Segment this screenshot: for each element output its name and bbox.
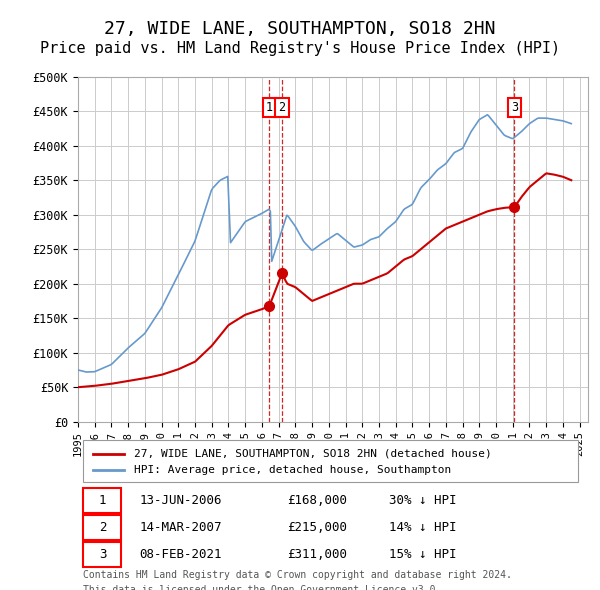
- Text: 2: 2: [278, 101, 286, 114]
- Text: Contains HM Land Registry data © Crown copyright and database right 2024.: Contains HM Land Registry data © Crown c…: [83, 570, 512, 580]
- Text: This data is licensed under the Open Government Licence v3.0.: This data is licensed under the Open Gov…: [83, 585, 442, 590]
- Text: 1: 1: [266, 101, 273, 114]
- Text: £215,000: £215,000: [287, 520, 347, 533]
- Text: 14-MAR-2007: 14-MAR-2007: [139, 520, 222, 533]
- FancyBboxPatch shape: [83, 488, 121, 513]
- Text: £168,000: £168,000: [287, 494, 347, 507]
- Text: 15% ↓ HPI: 15% ↓ HPI: [389, 548, 457, 560]
- Text: 27, WIDE LANE, SOUTHAMPTON, SO18 2HN: 27, WIDE LANE, SOUTHAMPTON, SO18 2HN: [104, 21, 496, 38]
- Text: 2: 2: [99, 520, 106, 533]
- Text: Price paid vs. HM Land Registry's House Price Index (HPI): Price paid vs. HM Land Registry's House …: [40, 41, 560, 56]
- Text: 14% ↓ HPI: 14% ↓ HPI: [389, 520, 457, 533]
- FancyBboxPatch shape: [83, 542, 121, 567]
- Text: HPI: Average price, detached house, Southampton: HPI: Average price, detached house, Sout…: [134, 465, 451, 475]
- FancyBboxPatch shape: [83, 515, 121, 540]
- Text: 30% ↓ HPI: 30% ↓ HPI: [389, 494, 457, 507]
- Text: 27, WIDE LANE, SOUTHAMPTON, SO18 2HN (detached house): 27, WIDE LANE, SOUTHAMPTON, SO18 2HN (de…: [134, 448, 492, 458]
- Text: 13-JUN-2006: 13-JUN-2006: [139, 494, 222, 507]
- Text: 1: 1: [99, 494, 106, 507]
- Text: 3: 3: [99, 548, 106, 560]
- Text: £311,000: £311,000: [287, 548, 347, 560]
- FancyBboxPatch shape: [83, 440, 578, 482]
- Text: 3: 3: [511, 101, 518, 114]
- Text: 08-FEB-2021: 08-FEB-2021: [139, 548, 222, 560]
